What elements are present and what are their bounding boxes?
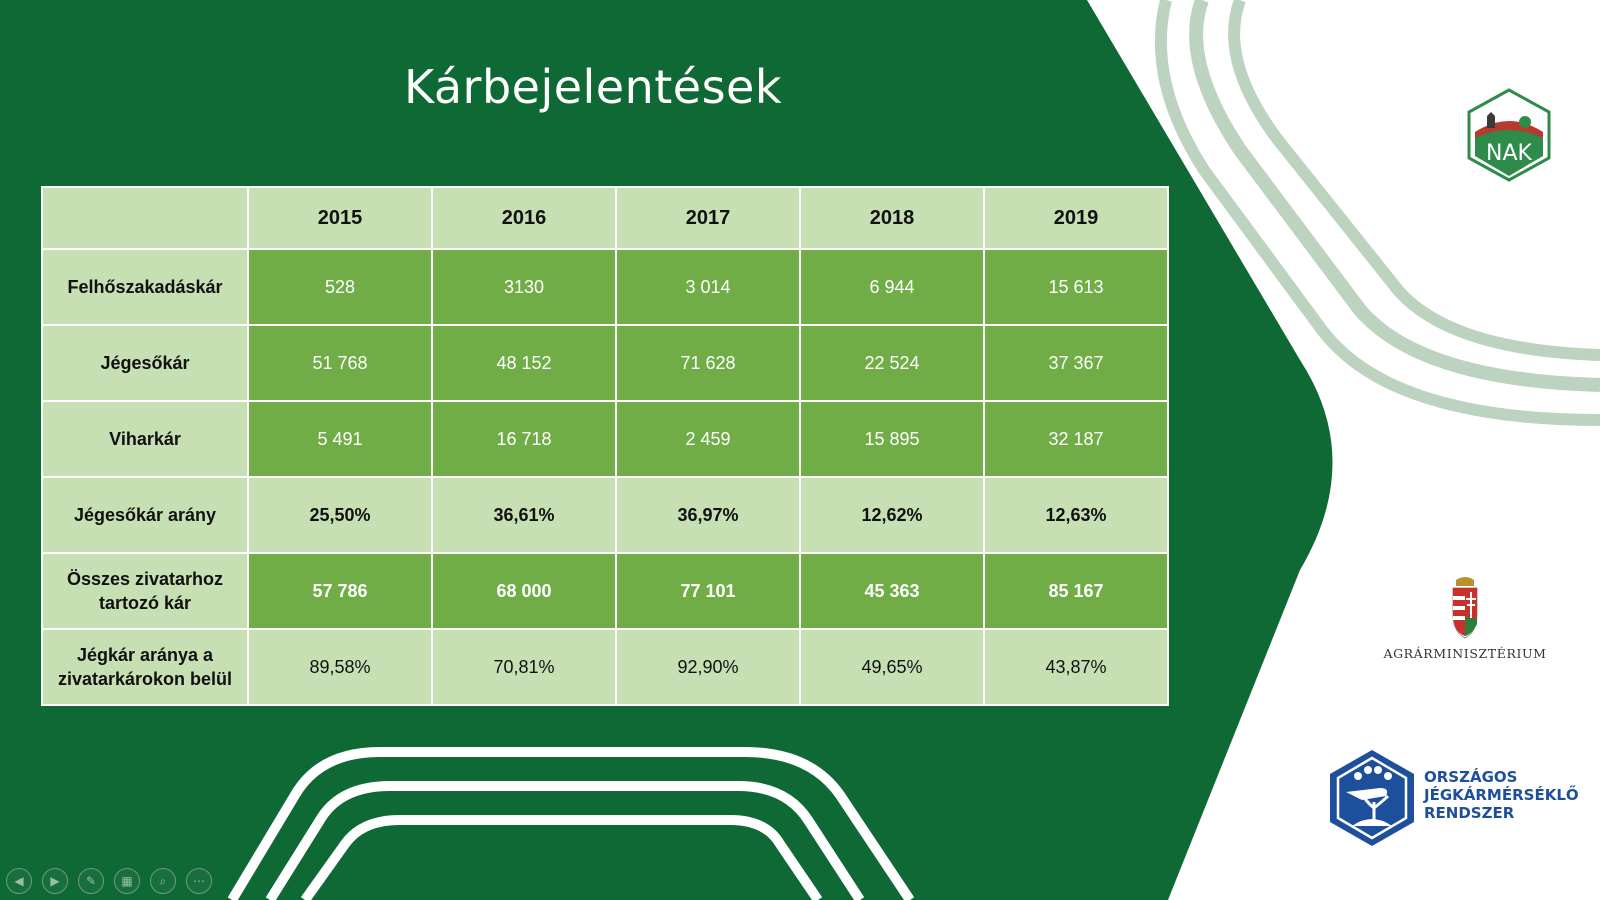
header-cell-2015: 2015 (247, 186, 433, 250)
table-cell: 3130 (431, 248, 617, 326)
table-cell: 48 152 (431, 324, 617, 402)
coat-of-arms-icon (1452, 577, 1478, 639)
table-cell: 43,87% (983, 628, 1169, 706)
row-label: Viharkár (41, 400, 249, 478)
header-cell-corner (41, 186, 249, 250)
ministry-name: AGRÁRMINISZTÉRIUM (1383, 646, 1547, 661)
header-cell-2018: 2018 (799, 186, 985, 250)
ojr-name-line: JÉGKÁRMÉRSÉKLŐ (1424, 786, 1579, 804)
table-cell: 71 628 (615, 324, 801, 402)
slides-grid-icon[interactable]: ▦ (114, 868, 140, 894)
table-cell: 68 000 (431, 552, 617, 630)
table-cell: 92,90% (615, 628, 801, 706)
ojr-logo: ORSZÁGOS JÉGKÁRMÉRSÉKLŐ RENDSZER (1324, 746, 1584, 850)
ojr-name: ORSZÁGOS JÉGKÁRMÉRSÉKLŐ RENDSZER (1424, 768, 1579, 822)
nak-logo: NAK (1467, 88, 1551, 182)
table-cell: 37 367 (983, 324, 1169, 402)
table-row: Felhőszakadáskár 528 3130 3 014 6 944 15… (41, 248, 1169, 326)
hail-protection-icon (1330, 750, 1414, 846)
table-cell: 51 768 (247, 324, 433, 402)
nak-logo-icon: NAK (1467, 88, 1551, 182)
table-row: Viharkár 5 491 16 718 2 459 15 895 32 18… (41, 400, 1169, 478)
slide-title: Kárbejelentések (403, 60, 782, 114)
damage-reports-table: 2015 2016 2017 2018 2019 Felhőszakadáská… (41, 186, 1169, 706)
ministry-logo: AGRÁRMINISZTÉRIUM (1380, 574, 1550, 666)
zoom-icon[interactable]: ⌕ (150, 868, 176, 894)
row-label: Jégesőkár arány (41, 476, 249, 554)
table-cell: 70,81% (431, 628, 617, 706)
table-row: Összes zivatarhoz tartozó kár 57 786 68 … (41, 552, 1169, 630)
next-icon[interactable]: ▶ (42, 868, 68, 894)
row-label: Összes zivatarhoz tartozó kár (41, 552, 249, 630)
table-cell: 32 187 (983, 400, 1169, 478)
row-label: Jégkár aránya a zivatarkárokon belül (41, 628, 249, 706)
table-cell: 36,61% (431, 476, 617, 554)
table-cell: 85 167 (983, 552, 1169, 630)
table-cell: 22 524 (799, 324, 985, 402)
header-cell-2019: 2019 (983, 186, 1169, 250)
table-row: Jégesőkár 51 768 48 152 71 628 22 524 37… (41, 324, 1169, 402)
table-cell: 2 459 (615, 400, 801, 478)
ojr-name-line: ORSZÁGOS (1424, 768, 1518, 786)
table-cell: 12,62% (799, 476, 985, 554)
table-cell: 25,50% (247, 476, 433, 554)
table-cell: 49,65% (799, 628, 985, 706)
table-cell: 57 786 (247, 552, 433, 630)
table-row: Jégkár aránya a zivatarkárokon belül 89,… (41, 628, 1169, 706)
table-cell: 12,63% (983, 476, 1169, 554)
ojr-name-line: RENDSZER (1424, 804, 1515, 822)
table-cell: 5 491 (247, 400, 433, 478)
table-cell: 89,58% (247, 628, 433, 706)
table-cell: 6 944 (799, 248, 985, 326)
table-cell: 77 101 (615, 552, 801, 630)
table-row: Jégesőkár arány 25,50% 36,61% 36,97% 12,… (41, 476, 1169, 554)
table-cell: 45 363 (799, 552, 985, 630)
header-cell-2017: 2017 (615, 186, 801, 250)
table-cell: 16 718 (431, 400, 617, 478)
table-cell: 528 (247, 248, 433, 326)
pen-icon[interactable]: ✎ (78, 868, 104, 894)
row-label: Jégesőkár (41, 324, 249, 402)
table-cell: 3 014 (615, 248, 801, 326)
previous-icon[interactable]: ◀ (6, 868, 32, 894)
slideshow-controls: ◀ ▶ ✎ ▦ ⌕ ⋯ (6, 868, 212, 896)
nak-logo-text: NAK (1486, 141, 1533, 166)
header-cell-2016: 2016 (431, 186, 617, 250)
table-cell: 36,97% (615, 476, 801, 554)
table-cell: 15 613 (983, 248, 1169, 326)
table-header-row: 2015 2016 2017 2018 2019 (41, 186, 1169, 250)
more-icon[interactable]: ⋯ (186, 868, 212, 894)
row-label: Felhőszakadáskár (41, 248, 249, 326)
table-cell: 15 895 (799, 400, 985, 478)
